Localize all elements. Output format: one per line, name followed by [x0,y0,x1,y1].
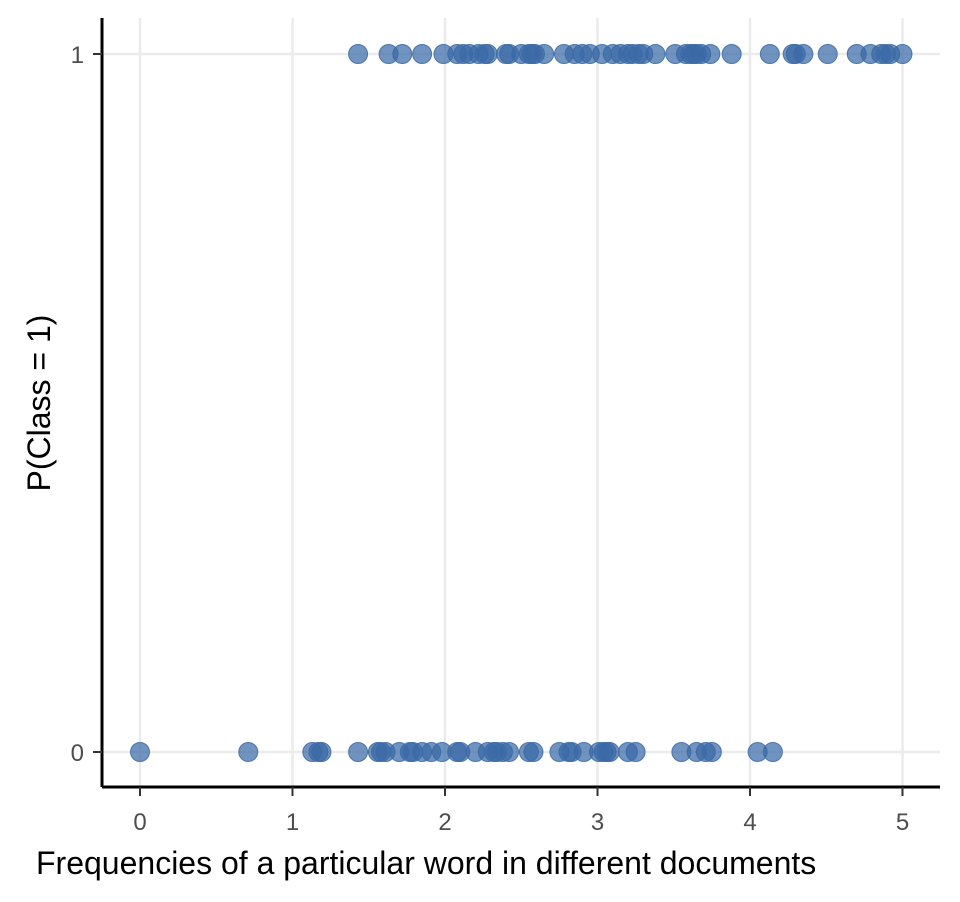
y-tick-label: 0 [71,740,84,767]
data-point [817,44,838,64]
data-point [392,44,413,64]
x-tick-label: 3 [591,809,604,836]
x-axis-title: Frequencies of a particular word in diff… [36,845,816,881]
data-points [130,44,913,762]
data-point [348,44,369,64]
data-point [892,44,913,64]
data-point [311,742,332,762]
data-point [700,44,721,64]
y-axis-title: P(Class = 1) [21,315,57,492]
data-point [599,742,620,762]
y-tick-label: 1 [71,42,84,69]
data-point [625,742,646,762]
data-point [645,44,666,64]
data-point [499,742,520,762]
data-point [130,742,150,762]
data-point [534,44,555,64]
data-point [793,44,814,64]
data-point [348,742,369,762]
data-point [238,742,259,762]
data-point [412,44,433,64]
x-tick-label: 5 [896,809,909,836]
x-tick-label: 4 [743,809,756,836]
x-tick-label: 0 [133,809,146,836]
data-point [701,742,722,762]
data-point [721,44,742,64]
axes [100,18,940,789]
data-point [759,44,780,64]
data-point [477,44,498,64]
x-tick-label: 1 [286,809,299,836]
axis-ticks: 0 1 2 3 4 5 0 1 [71,42,910,836]
data-point [762,742,783,762]
grid-lines [102,18,940,787]
data-point [523,742,544,762]
x-tick-label: 2 [438,809,451,836]
